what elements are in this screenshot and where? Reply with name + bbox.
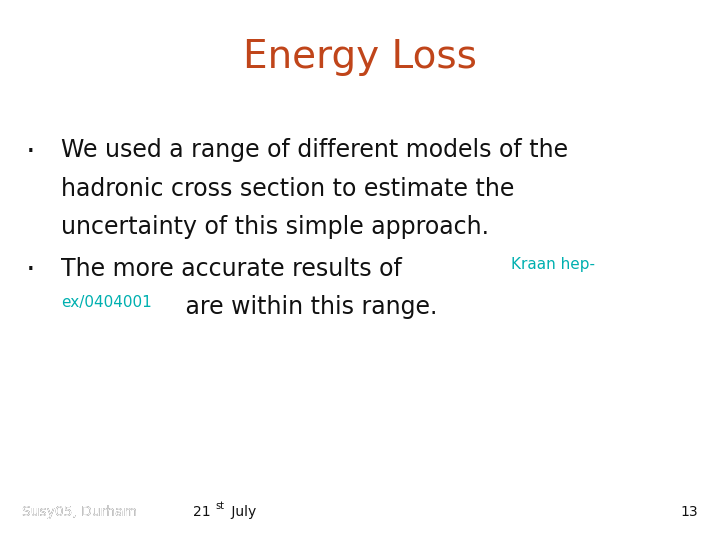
Text: 21: 21	[192, 505, 210, 519]
Text: ·: ·	[25, 256, 35, 286]
Text: 13: 13	[681, 505, 698, 519]
Text: ·: ·	[25, 138, 35, 167]
Text: We used a range of different models of the: We used a range of different models of t…	[61, 138, 568, 161]
Text: are within this range.: are within this range.	[179, 295, 438, 319]
Text: Susy05, Durham: Susy05, Durham	[22, 505, 137, 519]
Text: July: July	[227, 505, 256, 519]
Text: Susy05, Durham: Susy05, Durham	[22, 505, 154, 519]
Text: Energy Loss: Energy Loss	[243, 38, 477, 76]
Text: The more accurate results of: The more accurate results of	[61, 256, 410, 280]
Text: uncertainty of this simple approach.: uncertainty of this simple approach.	[61, 215, 489, 239]
Text: hadronic cross section to estimate the: hadronic cross section to estimate the	[61, 177, 515, 200]
Text: Kraan hep-: Kraan hep-	[510, 256, 595, 272]
Text: st: st	[215, 501, 225, 511]
Text: ex/0404001: ex/0404001	[61, 295, 152, 310]
